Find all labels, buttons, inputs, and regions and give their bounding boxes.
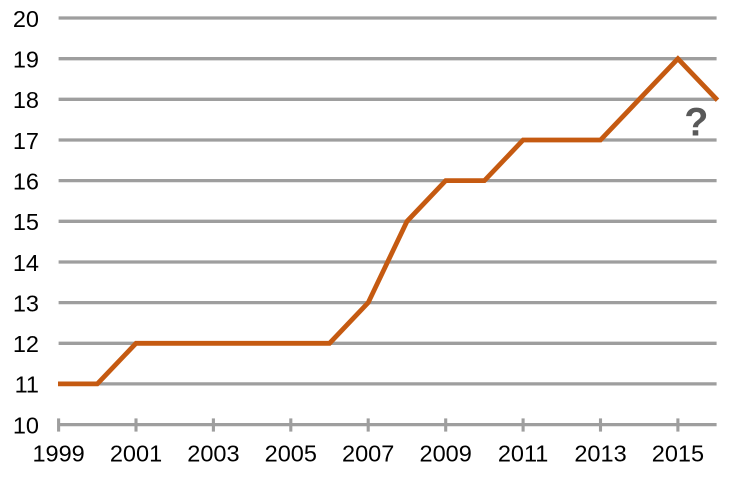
- svg-text:2005: 2005: [265, 441, 317, 467]
- svg-text:16: 16: [13, 168, 39, 194]
- svg-text:2009: 2009: [420, 441, 472, 467]
- svg-text:1999: 1999: [32, 441, 84, 467]
- svg-text:2001: 2001: [110, 441, 162, 467]
- svg-text:18: 18: [13, 87, 39, 113]
- svg-text:2013: 2013: [574, 441, 626, 467]
- svg-text:20: 20: [13, 6, 39, 32]
- svg-text:17: 17: [13, 128, 39, 154]
- svg-text:2015: 2015: [652, 441, 704, 467]
- svg-text:19: 19: [13, 47, 39, 73]
- svg-text:13: 13: [13, 290, 39, 316]
- svg-text:12: 12: [13, 331, 39, 357]
- svg-text:11: 11: [15, 372, 39, 398]
- svg-text:2003: 2003: [187, 441, 239, 467]
- svg-text:10: 10: [13, 412, 39, 438]
- svg-text:14: 14: [13, 250, 39, 276]
- svg-text:2011: 2011: [498, 441, 549, 467]
- svg-text:15: 15: [13, 209, 39, 235]
- svg-text:2007: 2007: [342, 441, 394, 467]
- svg-text:?: ?: [684, 100, 708, 144]
